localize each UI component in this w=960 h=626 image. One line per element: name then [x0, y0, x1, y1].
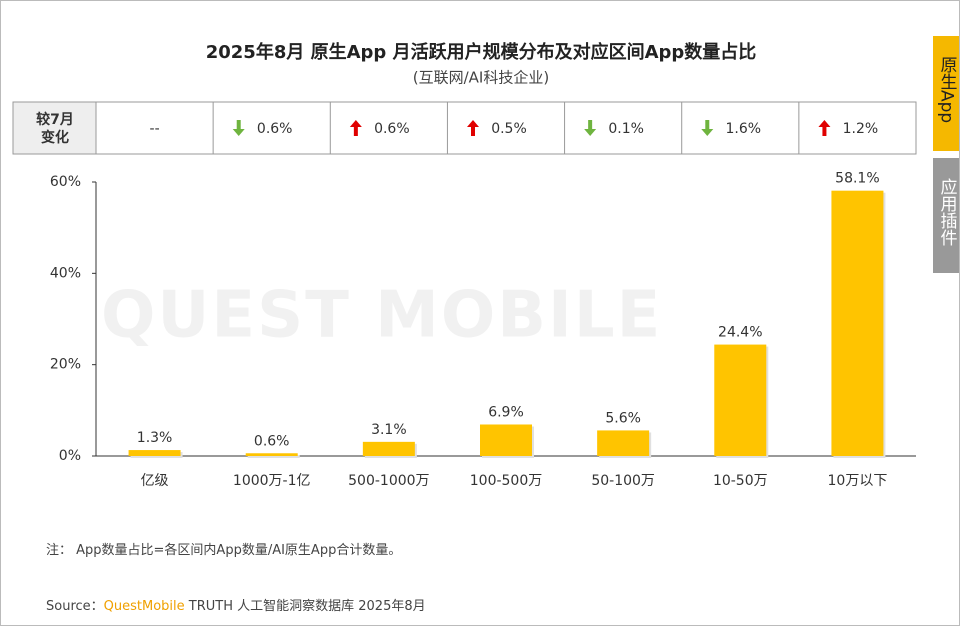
tab[interactable]: 原生App	[933, 36, 959, 151]
change-value: 0.5%	[491, 121, 527, 137]
source: Source：QuestMobile TRUTH 人工智能洞察数据库 2025年…	[46, 595, 426, 614]
y-tick-label: 40%	[50, 265, 81, 281]
x-tick-label: 亿级	[141, 473, 169, 489]
x-tick-label: 1000万-1亿	[233, 473, 311, 489]
change-value: 1.2%	[843, 121, 879, 137]
y-tick-label: 20%	[50, 357, 81, 373]
x-tick-label: 10万以下	[828, 473, 888, 489]
tab[interactable]: 应用插件	[933, 158, 959, 273]
x-tick-label: 100-500万	[470, 473, 543, 489]
data-label: 1.3%	[137, 430, 173, 446]
watermark: QUEST MOBILE	[101, 279, 662, 353]
bar	[480, 424, 532, 456]
change-value: 0.1%	[608, 121, 644, 137]
y-tick-label: 0%	[59, 448, 81, 464]
data-label: 24.4%	[718, 325, 762, 341]
note: 注： App数量占比=各区间内App数量/AI原生App合计数量。	[46, 543, 402, 558]
x-tick-label: 500-1000万	[348, 473, 429, 489]
change-header-cell	[12, 101, 97, 155]
data-label: 0.6%	[254, 433, 290, 449]
change-header: 较7月变化	[14, 103, 96, 154]
data-label: 58.1%	[835, 171, 879, 187]
bar	[128, 450, 181, 456]
arrow-down	[232, 120, 245, 136]
bar	[245, 453, 298, 456]
change-value: 1.6%	[725, 121, 761, 137]
change-value: 0.6%	[374, 121, 410, 137]
bar	[362, 441, 415, 456]
bar	[714, 344, 767, 456]
change-table	[12, 101, 917, 155]
source-prefix: Source：	[46, 599, 104, 614]
data-label: 3.1%	[371, 422, 407, 438]
chart-subtitle: (互联网/AI科技企业)	[413, 69, 549, 87]
arrow-up	[818, 120, 831, 136]
source-text: TRUTH 人工智能洞察数据库 2025年8月	[188, 599, 426, 614]
arrow-down	[584, 120, 597, 136]
change-value: --	[150, 121, 160, 137]
x-tick-label: 50-100万	[591, 473, 655, 489]
change-header-text: 较7月变化	[36, 111, 74, 146]
change-value: 0.6%	[257, 121, 293, 137]
bar-shadow	[247, 455, 300, 458]
chart-title: 2025年8月 原生App 月活跃用户规模分布及对应区间App数量占比	[206, 41, 757, 63]
arrow-up	[467, 120, 479, 136]
bar	[597, 430, 650, 456]
source-brand: QuestMobile	[103, 599, 185, 614]
y-tick-label: 60%	[50, 174, 81, 190]
data-label: 6.9%	[488, 404, 524, 420]
bar	[831, 190, 884, 456]
x-tick-label: 10-50万	[713, 473, 768, 489]
arrow-up	[349, 120, 362, 136]
arrow-down	[701, 120, 714, 136]
data-label: 5.6%	[605, 410, 641, 426]
